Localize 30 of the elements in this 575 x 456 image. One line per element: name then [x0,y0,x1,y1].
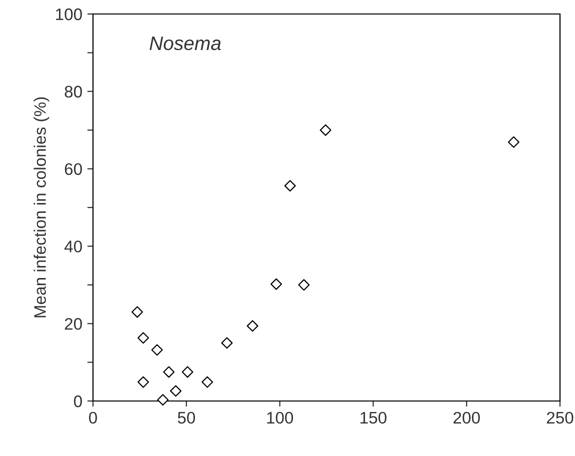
point [132,306,144,318]
point [320,124,332,136]
y-tick-label: 100 [56,8,82,20]
point [508,136,520,148]
annotation: Nosema [150,36,221,50]
point [170,385,182,397]
x-tick-label: 200 [454,412,480,424]
point [202,376,214,388]
x-tick-label: 0 [89,412,97,424]
point [157,394,169,406]
point [298,279,310,291]
x-tick-label: 100 [267,412,294,424]
point [182,366,194,378]
point [137,332,149,344]
x-tick-label: 250 [546,412,574,424]
y-tick-label: 80 [64,86,82,98]
point [151,344,163,356]
point [137,376,149,388]
point [163,366,175,378]
point [270,278,282,290]
y-axis-title: Mean infection in colonies (%) [34,97,50,318]
x-tick-label: 150 [360,412,386,424]
point [246,320,258,332]
y-tick-label: 60 [64,163,82,176]
y-tick-label: 20 [64,318,82,330]
y-tick-label: 0 [74,395,82,408]
y-tick-label: 40 [64,240,82,252]
x-tick-label: 50 [178,412,196,424]
point [221,337,233,349]
point [284,180,296,192]
